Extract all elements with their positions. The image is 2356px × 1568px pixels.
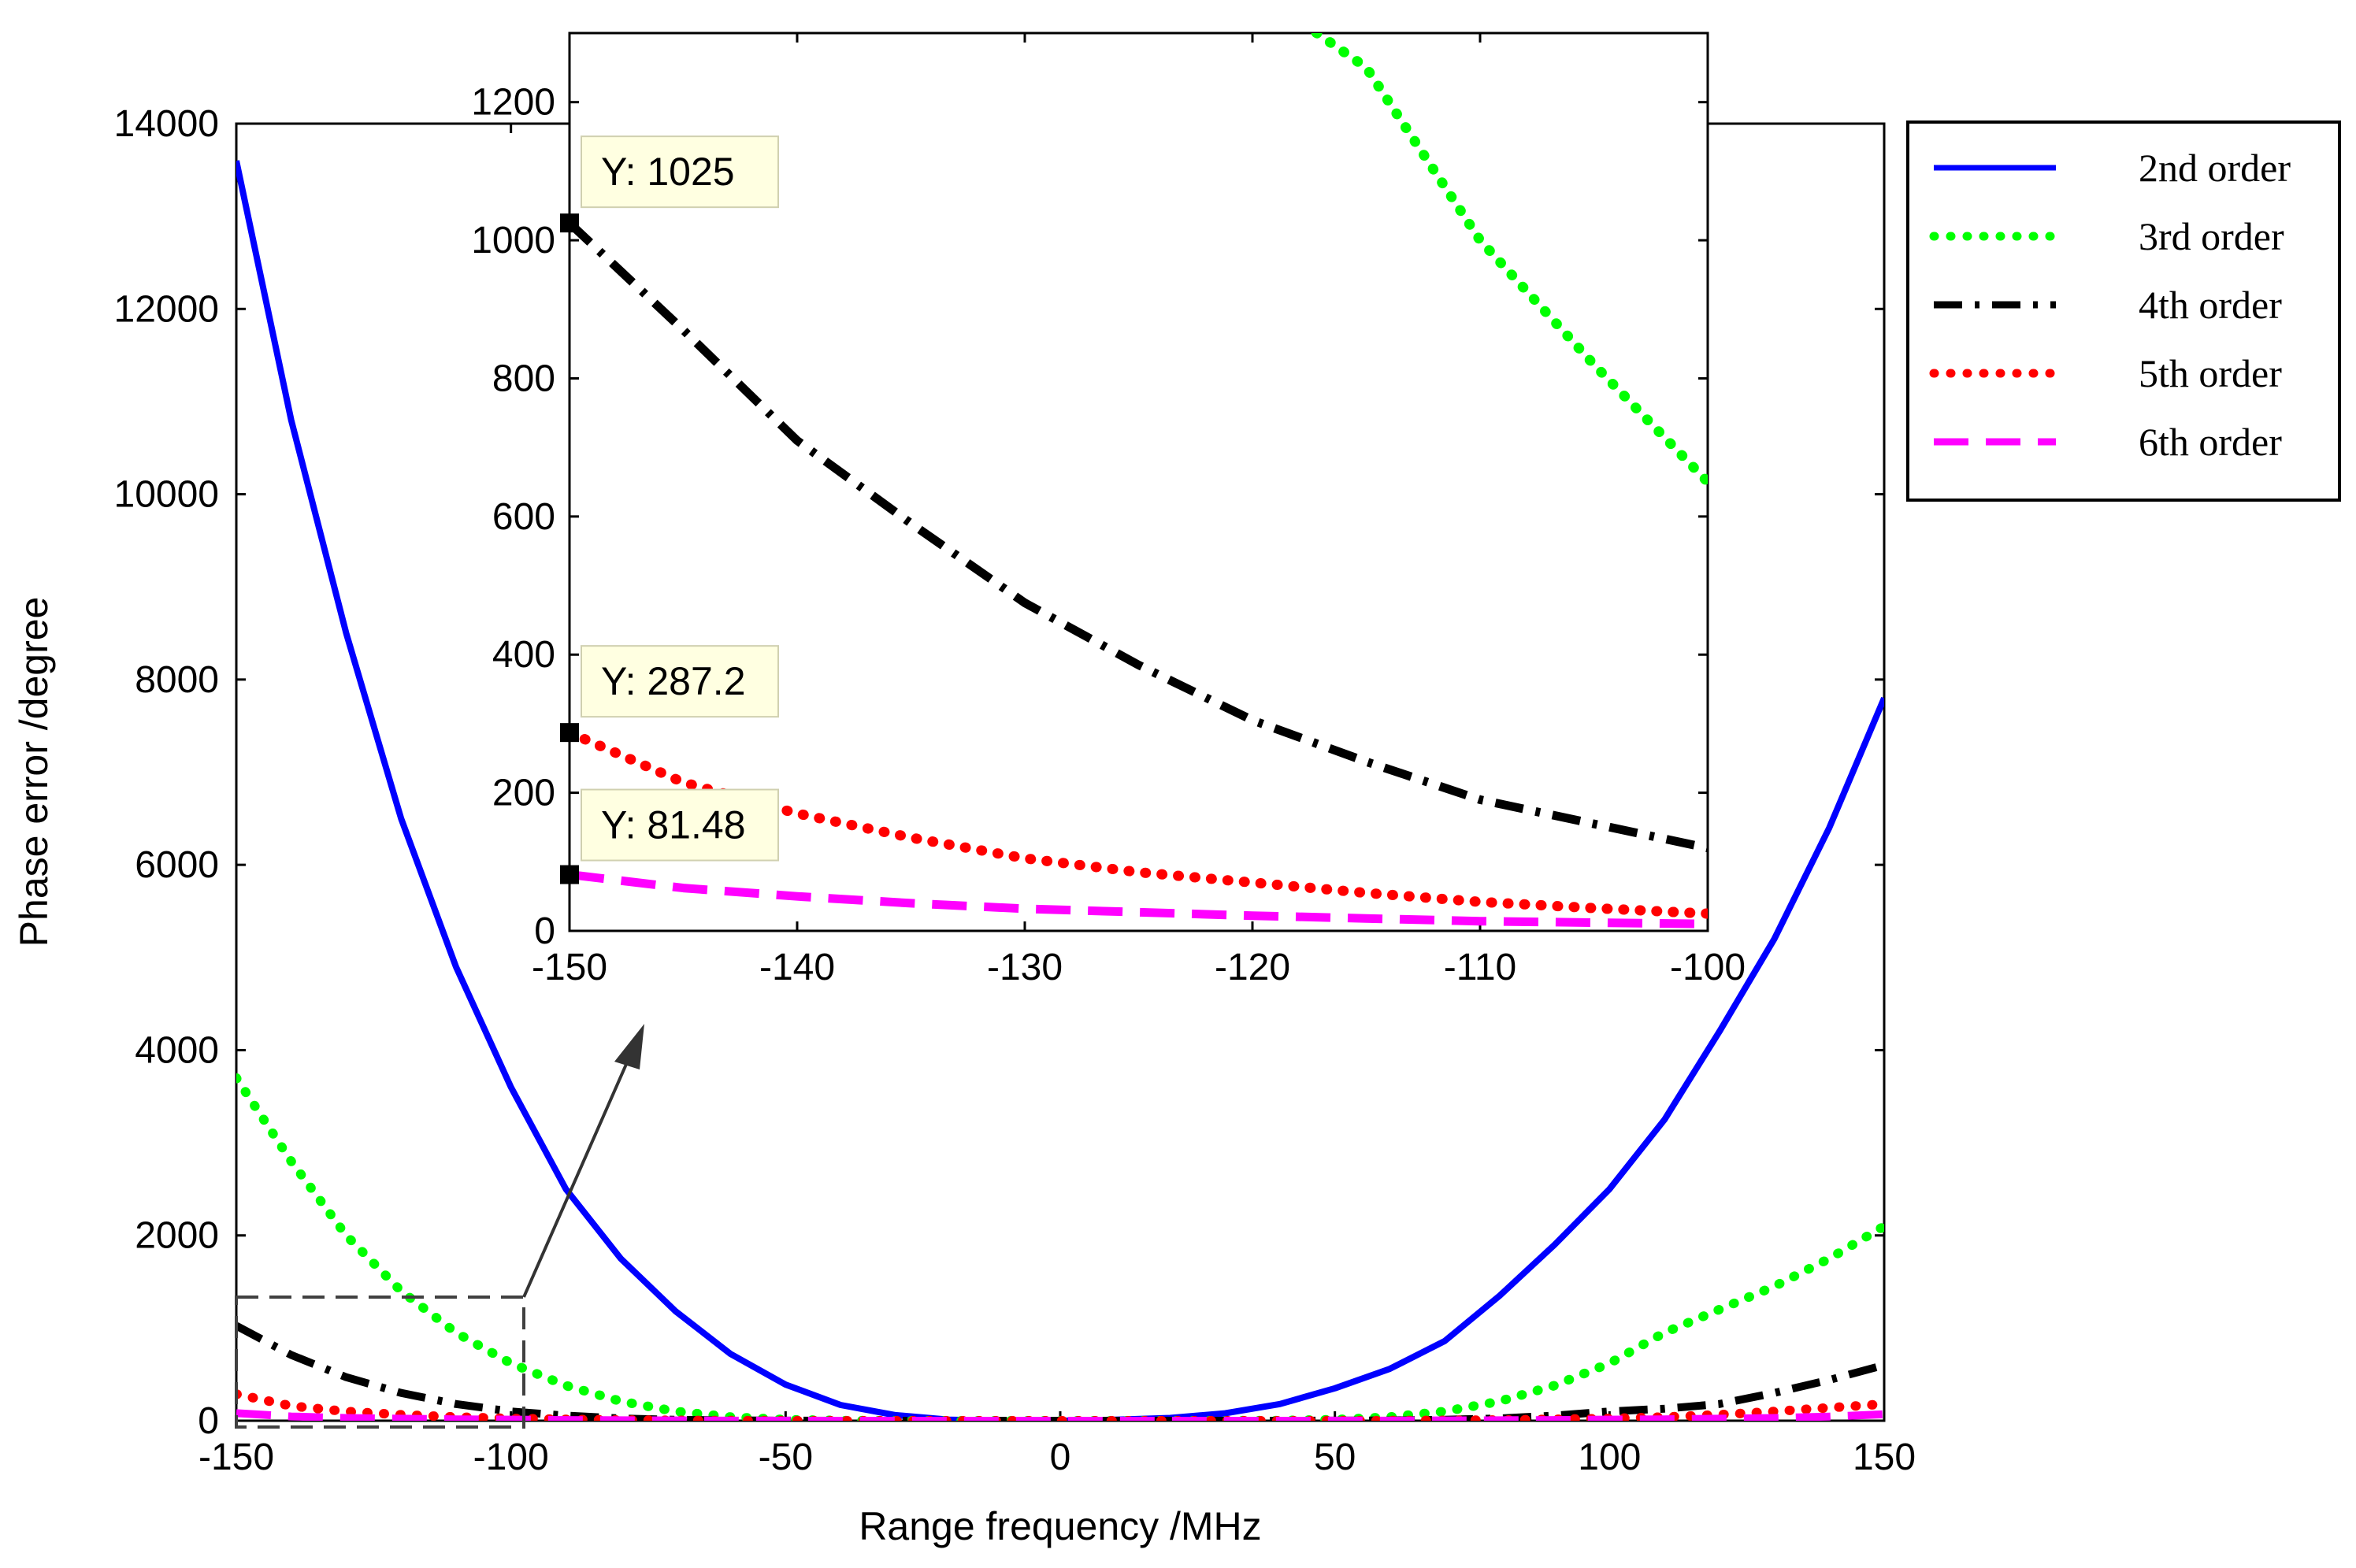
x-tick-label: -100 bbox=[473, 1436, 549, 1478]
datatip-label: Y: 1025 bbox=[601, 150, 735, 194]
y-tick-label: 800 bbox=[492, 358, 555, 399]
legend-label: 3rd order bbox=[2139, 214, 2284, 258]
legend-label: 5th order bbox=[2139, 351, 2282, 395]
x-axis-label: Range frequency /MHz bbox=[859, 1504, 1261, 1548]
datatip-marker bbox=[560, 723, 579, 743]
zoom-arrow-line bbox=[522, 1055, 632, 1298]
main-ticks: -150 -100 -50 0 50 100 15002000400060008000100… bbox=[114, 103, 1916, 1478]
y-tick-label: 4000 bbox=[135, 1029, 219, 1071]
x-tick-label: 0 bbox=[1050, 1436, 1071, 1478]
x-tick-label: -110 bbox=[1444, 947, 1517, 988]
x-tick-label: 50 bbox=[1314, 1436, 1356, 1478]
x-tick-label: 100 bbox=[1578, 1436, 1641, 1478]
y-tick-label: 6000 bbox=[135, 844, 219, 886]
legend-label: 6th order bbox=[2139, 420, 2282, 464]
x-tick-label: -150 bbox=[532, 947, 607, 988]
y-tick-label: 2000 bbox=[135, 1215, 219, 1257]
y-tick-label: 1000 bbox=[471, 220, 555, 261]
legend-label: 4th order bbox=[2139, 283, 2282, 327]
x-tick-label: -50 bbox=[759, 1436, 813, 1478]
y-tick-label: 0 bbox=[198, 1400, 219, 1442]
series-line-4th-order bbox=[570, 220, 1708, 853]
datatip-label: Y: 287.2 bbox=[601, 659, 746, 703]
y-tick-label: 400 bbox=[492, 634, 555, 676]
y-tick-label: 600 bbox=[492, 496, 555, 538]
inset-datatips: Y: 1025 Y: 287.2 Y: 81.48 bbox=[560, 135, 779, 884]
y-tick-label: 0 bbox=[534, 910, 555, 952]
datatip-marker bbox=[560, 213, 579, 233]
y-tick-label: 200 bbox=[492, 773, 555, 814]
x-tick-label: 150 bbox=[1853, 1436, 1916, 1478]
zoom-box bbox=[235, 1296, 525, 1429]
inset-ticks: -150 -140 -130 -120 -110 -100 0 200 400 600 800 100… bbox=[471, 33, 1746, 988]
x-tick-label: -150 bbox=[198, 1436, 274, 1478]
series-line-6th-order bbox=[570, 870, 1708, 929]
x-tick-label: -120 bbox=[1215, 947, 1290, 988]
datatip-label: Y: 81.48 bbox=[601, 803, 746, 847]
inset-plot: -150 -140 -130 -120 -110 -100 0 200 400 600 800 100… bbox=[471, 32, 1746, 988]
y-tick-label: 10000 bbox=[114, 474, 219, 516]
y-tick-label: 8000 bbox=[135, 659, 219, 701]
y-tick-label: 14000 bbox=[114, 103, 219, 145]
y-tick-label: 1200 bbox=[471, 82, 555, 124]
series-line-6th-order bbox=[236, 1409, 1884, 1421]
x-tick-label: -100 bbox=[1670, 947, 1746, 988]
legend: 2nd order 3rd order 4th order 5th order 6th … bbox=[1906, 120, 2341, 502]
series-line-3rd-order bbox=[236, 1073, 1884, 1421]
zoom-arrow-head bbox=[614, 1024, 644, 1069]
y-tick-label: 12000 bbox=[114, 288, 219, 330]
x-tick-label: -140 bbox=[759, 947, 835, 988]
main-series bbox=[236, 160, 1884, 1421]
y-axis-label: Phase error /degree bbox=[12, 597, 56, 947]
series-line-2nd-order bbox=[236, 160, 1884, 1421]
datatip-marker bbox=[560, 865, 579, 884]
legend-label: 2nd order bbox=[2139, 146, 2291, 190]
datatip-box bbox=[581, 135, 779, 209]
datatip-box bbox=[581, 788, 779, 862]
x-tick-label: -130 bbox=[987, 947, 1063, 988]
legend-items: 2nd order 3rd order 4th order 5th order 6th … bbox=[1929, 146, 2291, 464]
legend-box bbox=[1906, 120, 2341, 502]
datatip-box bbox=[581, 645, 779, 718]
